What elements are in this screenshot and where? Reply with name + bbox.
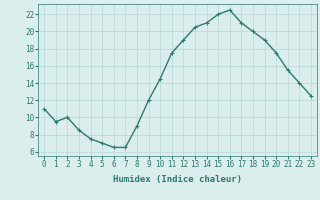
X-axis label: Humidex (Indice chaleur): Humidex (Indice chaleur) [113, 175, 242, 184]
